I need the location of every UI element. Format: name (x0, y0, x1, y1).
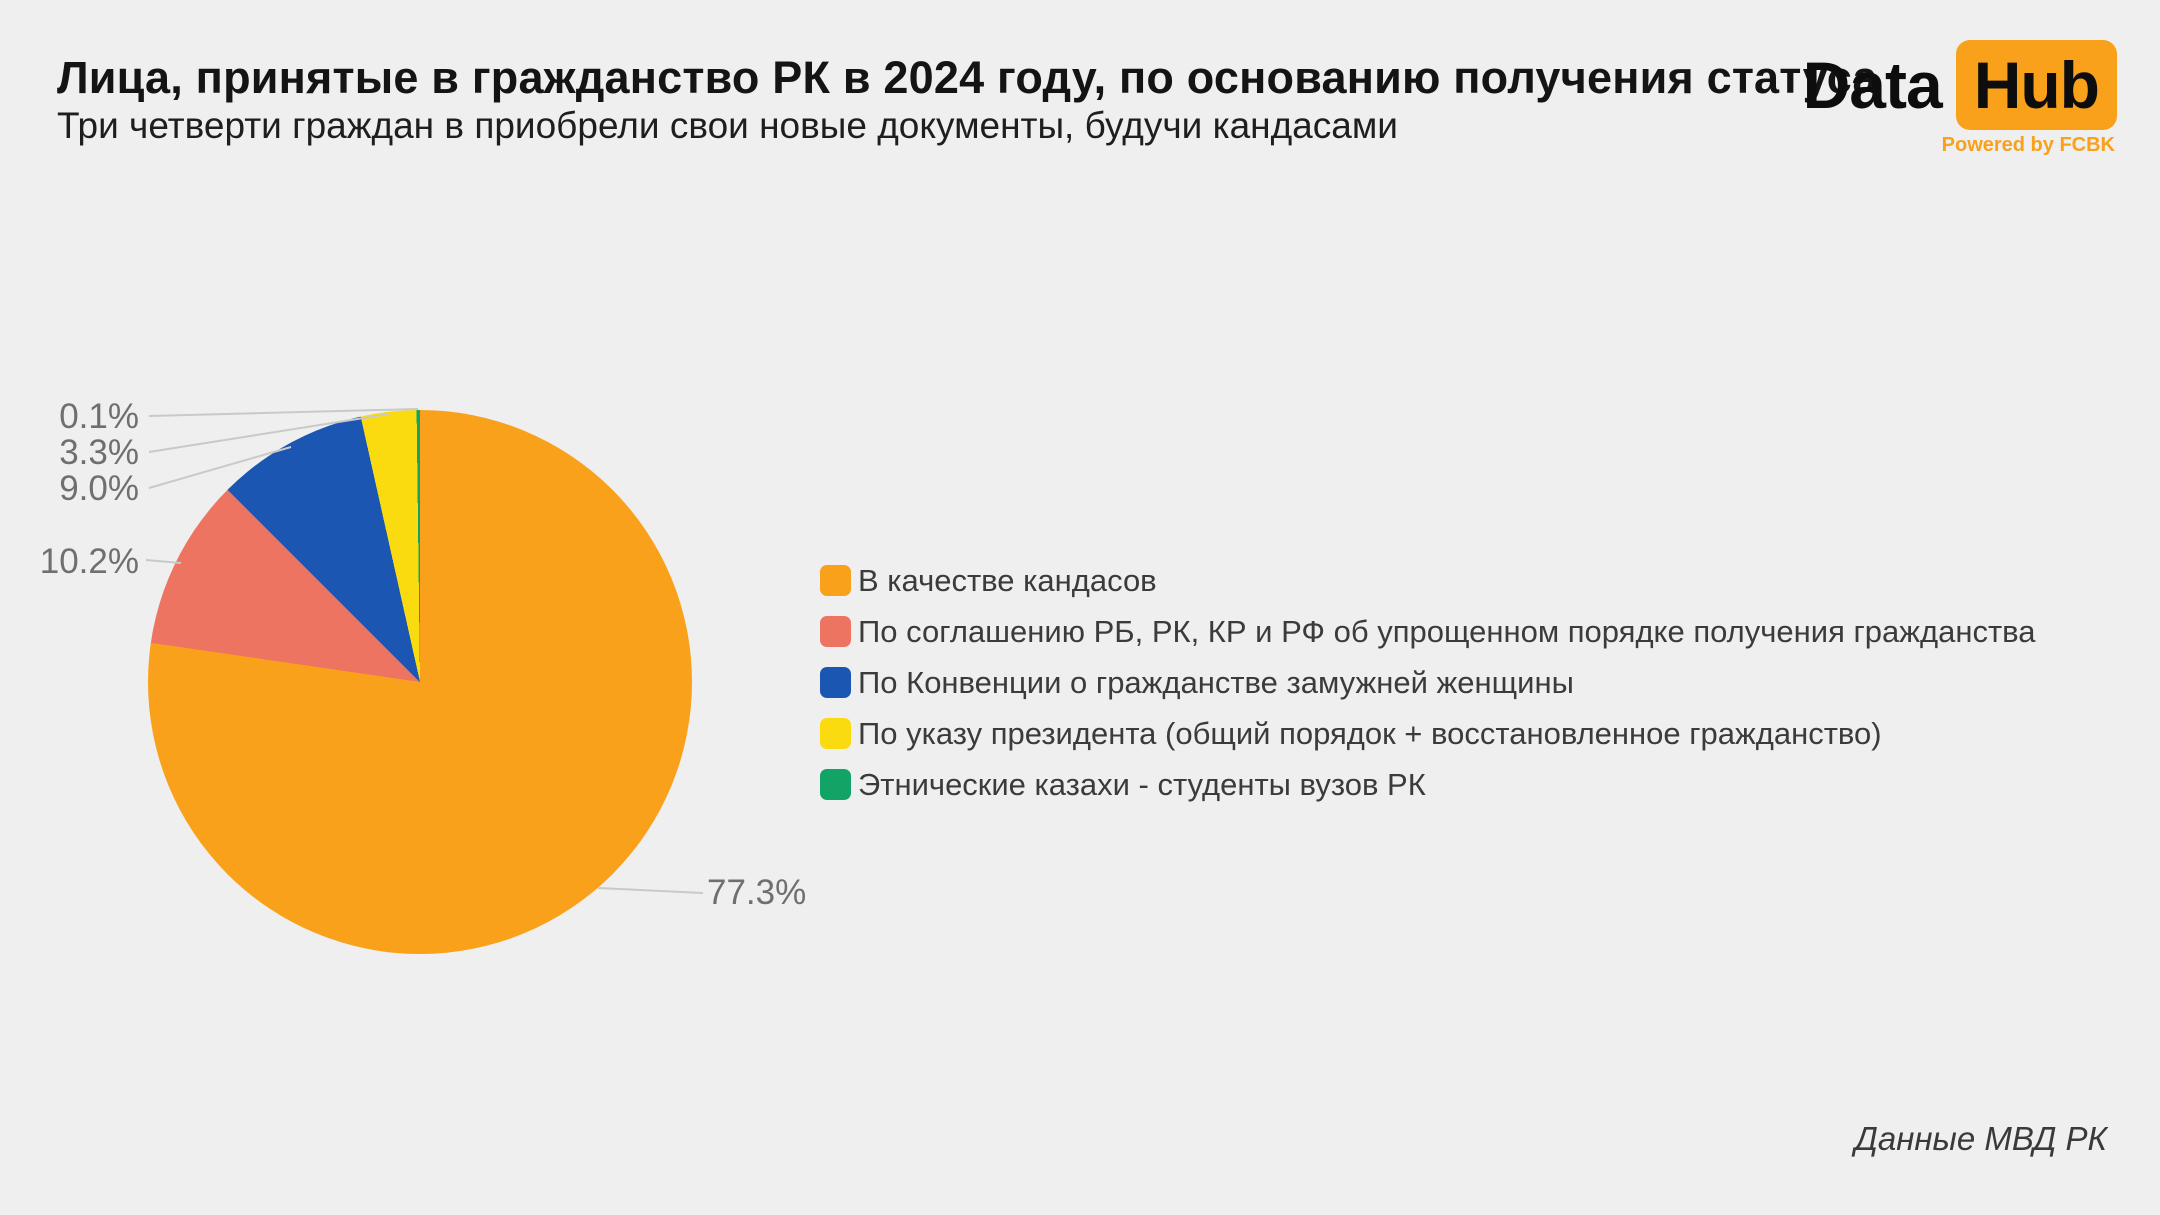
leader-line-orange (597, 887, 704, 894)
legend-swatch-green (820, 769, 851, 800)
legend-label: По указу президента (общий порядок + вос… (858, 715, 1882, 751)
datahub-logo-row: Data Hub (1803, 40, 2117, 130)
legend-item-agreement: По соглашению РБ, РК, КР и РФ об упрощен… (820, 613, 2036, 649)
pie-label-green: 0.1% (59, 397, 139, 436)
legend-label: В качестве кандасов (858, 562, 1157, 598)
legend-item-kandas: В качестве кандасов (820, 562, 2036, 598)
logo-tagline: Powered by FCBK (1941, 134, 2115, 156)
legend-swatch-blue (820, 667, 851, 698)
pie-label-salmon: 10.2% (39, 542, 139, 581)
logo-hub-box: Hub (1955, 40, 2117, 130)
legend-item-convention: По Конвенции о гражданстве замужней женщ… (820, 664, 2036, 700)
legend-label: Этнические казахи - студенты вузов РК (858, 766, 1426, 802)
logo-text-hub: Hub (1973, 48, 2100, 122)
legend-item-students: Этнические казахи - студенты вузов РК (820, 766, 2036, 802)
legend-swatch-yellow (820, 718, 851, 749)
datahub-logo: Data Hub Powered by FCBK (1803, 40, 2117, 157)
legend-label: По Конвенции о гражданстве замужней женщ… (858, 664, 1574, 700)
legend-swatch-orange (820, 565, 851, 596)
pie-label-yellow: 3.3% (59, 433, 139, 472)
legend-item-decree: По указу президента (общий порядок + вос… (820, 715, 2036, 751)
pie-label-orange: 77.3% (707, 873, 807, 912)
chart-subtitle: Три четверти граждан в приобрели свои но… (57, 105, 1398, 146)
pie-label-blue: 9.0% (59, 469, 139, 508)
source-note: Данные МВД РК (1854, 1120, 2107, 1157)
legend: В качестве кандасов По соглашению РБ, РК… (820, 562, 2036, 820)
logo-text-data: Data (1802, 48, 1943, 122)
pie-chart (148, 410, 692, 954)
chart-title: Лица, принятые в гражданство РК в 2024 г… (57, 52, 1878, 103)
legend-swatch-salmon (820, 616, 851, 647)
legend-label: По соглашению РБ, РК, КР и РФ об упрощен… (858, 613, 2036, 649)
